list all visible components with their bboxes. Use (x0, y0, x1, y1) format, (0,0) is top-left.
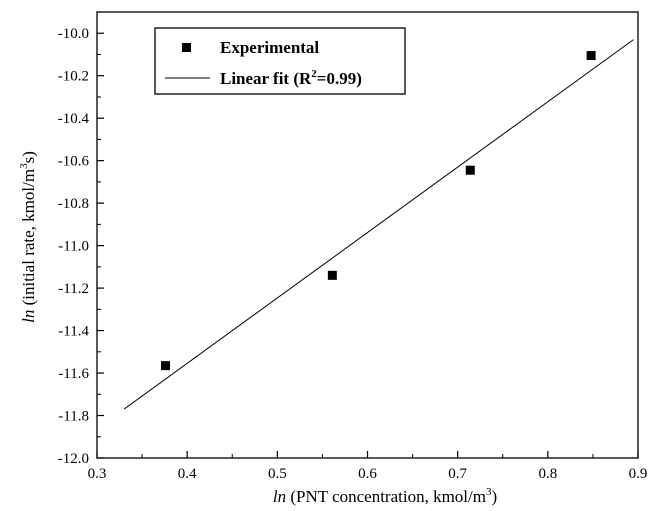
tick-labels: 0.3 0.4 0.5 0.6 0.7 0.8 0.9 -12.0 -11.8 -11.6 -11.… (58, 26, 648, 482)
legend-label-linear-fit: Linear fit (R2=0.99) (220, 68, 362, 88)
x-tick-label: 0.7 (448, 466, 467, 482)
y-tick-label: -11.2 (58, 281, 89, 297)
x-axis-label: ln (PNT concentration, kmol/m3) (273, 486, 497, 506)
legend-box (154, 27, 406, 95)
x-tick-label: 0.5 (268, 466, 287, 482)
legend-marker-experimental (182, 43, 191, 52)
y-tick-label: -11.6 (58, 366, 89, 382)
y-tick-label: -11.0 (58, 239, 89, 255)
x-tick-label: 0.8 (538, 466, 557, 482)
y-axis-label: ln (initial rate, kmol/m3s) (18, 151, 38, 323)
legend: Experimental Linear fit (R2=0.99) (154, 27, 406, 95)
data-point-experimental (161, 361, 171, 371)
y-tick-label: -10.2 (58, 69, 89, 85)
y-tick-label: -10.8 (58, 196, 89, 212)
axis-ticks (96, 11, 639, 459)
x-tick-label: 0.6 (358, 466, 377, 482)
x-tick-label: 0.4 (178, 466, 197, 482)
legend-label-experimental: Experimental (220, 38, 319, 57)
y-tick-label: -11.4 (58, 324, 89, 340)
data-point-experimental (586, 51, 596, 61)
y-tick-label: -10.4 (58, 111, 90, 127)
data-point-experimental (327, 270, 337, 280)
y-tick-label: -10.0 (58, 26, 89, 42)
data-point-experimental (465, 165, 475, 175)
series-line-linear-fit (123, 39, 634, 410)
y-tick-label: -11.8 (58, 409, 89, 425)
data-marks (123, 39, 634, 410)
y-tick-label: -10.6 (58, 154, 90, 170)
x-tick-label: 0.3 (88, 466, 107, 482)
x-tick-label: 0.9 (629, 466, 648, 482)
y-tick-label: -12.0 (58, 451, 89, 467)
